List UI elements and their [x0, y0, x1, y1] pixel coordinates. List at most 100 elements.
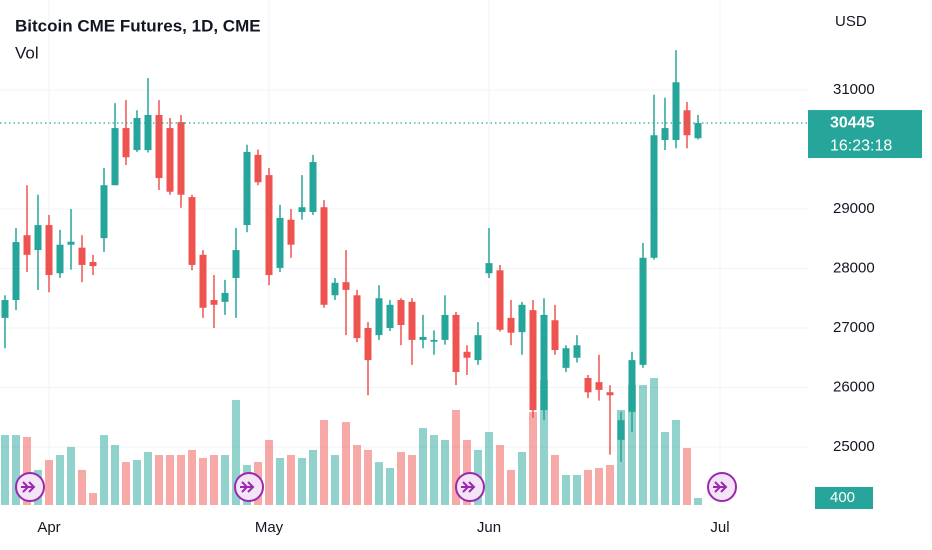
candle-body: [111, 128, 119, 186]
volume-label-box: [815, 486, 873, 509]
volume-bar: [595, 468, 603, 505]
price-label-box: [808, 110, 922, 159]
candle-body: [562, 348, 570, 368]
volume-bar: [408, 455, 416, 505]
candle-body: [518, 304, 526, 333]
volume-bar: [639, 385, 647, 505]
y-tick-label: 31000: [833, 81, 875, 98]
candle-body: [265, 175, 273, 276]
candle-body: [287, 219, 295, 245]
volume-bar: [78, 469, 86, 505]
candle-body: [89, 261, 97, 267]
volume-bar: [584, 469, 592, 505]
candle-body: [573, 345, 581, 358]
volume-bar: [1, 435, 9, 505]
candle-body: [672, 82, 680, 140]
volume-bar: [518, 452, 526, 505]
candle-body: [397, 300, 405, 326]
price-labels: 25000 26000 27000 28000 29000 31000 Apr May Jun J…: [0, 81, 922, 536]
candle-body: [386, 304, 394, 329]
candle-body: [650, 135, 658, 258]
candle-body: [496, 270, 504, 330]
volume-bar: [485, 432, 493, 505]
volume-bar: [155, 455, 163, 505]
candle-body: [694, 123, 702, 139]
volume-bar: [12, 435, 20, 505]
candle-body: [463, 351, 471, 358]
candle-body: [661, 128, 669, 140]
candle-body: [540, 314, 548, 411]
volume-bar: [23, 436, 31, 505]
volume-bar: [232, 399, 240, 505]
candle-body: [595, 382, 603, 390]
volume-bar: [562, 475, 570, 505]
candle-body: [243, 151, 251, 226]
volume-bar: [166, 455, 174, 505]
candle-body: [166, 128, 174, 192]
volume-bar: [89, 493, 97, 505]
volume-bar: [331, 455, 339, 505]
candle-body: [298, 207, 306, 212]
candle-body: [199, 254, 207, 308]
volume-bar: [551, 455, 559, 505]
volume-bar: [320, 419, 328, 505]
x-tick-label: May: [255, 519, 284, 536]
candle-body: [100, 185, 108, 239]
y-tick-label: 28000: [833, 259, 875, 276]
candle-body: [375, 298, 383, 336]
volume-bar: [419, 428, 427, 505]
candle-body: [34, 225, 42, 251]
volume-bar: [276, 458, 284, 505]
volume-bar: [265, 439, 273, 505]
candle-body: [188, 197, 196, 265]
candle-body: [683, 110, 691, 136]
candle-body: [606, 392, 614, 396]
volume-bar: [650, 378, 658, 505]
volume-bar: [177, 455, 185, 505]
volume-title: Vol: [15, 43, 39, 62]
y-tick-label: 25000: [833, 438, 875, 455]
volume-bar: [144, 452, 152, 505]
x-tick-label: Jun: [477, 519, 501, 536]
volume-bar: [287, 455, 295, 505]
x-tick-label: Jul: [710, 519, 729, 536]
volume-bar: [694, 497, 702, 505]
volume-bar: [188, 449, 196, 505]
x-tick-label: Apr: [37, 519, 60, 536]
candle-body: [309, 162, 317, 212]
volume-bar: [573, 475, 581, 505]
candle-body: [177, 122, 185, 195]
candle-body: [364, 328, 372, 361]
candle-body: [529, 310, 537, 411]
candle-body: [144, 115, 152, 151]
volume-bar: [56, 455, 64, 505]
volume-bar: [45, 459, 53, 505]
event-marker[interactable]: [234, 472, 264, 502]
candle-body: [122, 128, 130, 158]
event-marker[interactable]: [707, 472, 737, 502]
event-marker[interactable]: [15, 472, 45, 502]
candle-body: [419, 336, 427, 340]
candle-body: [342, 282, 350, 290]
candle-body: [474, 335, 482, 361]
volume-bar: [221, 455, 229, 505]
volume-bar: [353, 445, 361, 505]
candle-body: [23, 235, 31, 255]
candle-body: [254, 154, 262, 183]
candle-body: [320, 207, 328, 305]
volume-bar: [661, 432, 669, 505]
volume-bar: [529, 412, 537, 505]
candle-body: [452, 314, 460, 373]
chart-title: Bitcoin CME Futures, 1D, CME: [15, 16, 261, 35]
candle-body: [133, 117, 141, 151]
candle-body: [353, 295, 361, 339]
volume-pane: [1, 378, 702, 505]
candle-body: [232, 250, 240, 279]
candles: [1, 50, 702, 462]
candle-body: [56, 244, 64, 274]
candle-body: [331, 282, 339, 296]
candle-body: [210, 300, 218, 305]
event-marker[interactable]: [455, 472, 485, 502]
volume-bar: [210, 455, 218, 505]
